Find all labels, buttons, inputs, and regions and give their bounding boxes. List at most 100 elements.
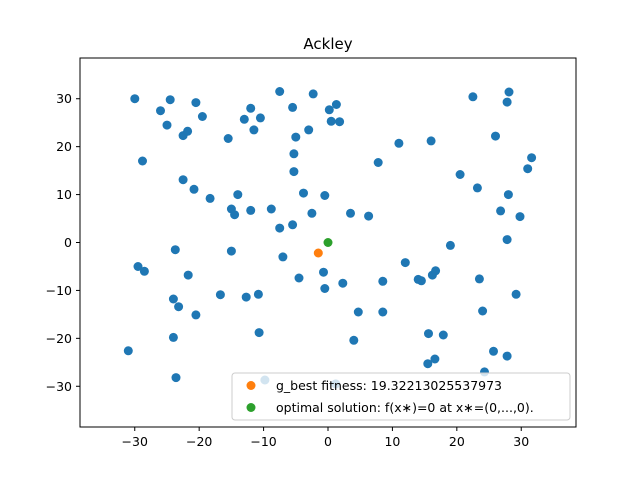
data-point	[496, 206, 506, 216]
data-point	[170, 245, 180, 255]
data-point	[320, 284, 330, 293]
data-point	[373, 158, 383, 167]
data-point	[255, 113, 265, 123]
data-point	[139, 266, 149, 276]
y-tick-label: −30	[46, 379, 72, 394]
data-point	[289, 149, 299, 159]
data-point	[502, 97, 512, 107]
data-point	[424, 329, 433, 339]
data-point	[378, 307, 388, 317]
x-tick-label: −10	[250, 434, 276, 449]
data-point	[156, 106, 165, 116]
data-point	[346, 208, 355, 218]
data-point	[426, 136, 436, 146]
data-point	[307, 208, 317, 218]
data-point	[230, 210, 240, 220]
data-point	[335, 117, 345, 127]
data-point	[189, 184, 199, 194]
data-point	[288, 102, 298, 112]
legend-marker-gbest	[246, 381, 256, 390]
data-point	[378, 276, 388, 286]
data-point	[162, 120, 172, 130]
data-point	[431, 266, 441, 276]
data-point	[515, 212, 525, 222]
data-point	[503, 190, 513, 200]
y-tick-label: 20	[56, 139, 72, 154]
data-point	[253, 289, 263, 299]
data-point	[138, 156, 147, 166]
data-point	[291, 132, 301, 142]
data-point	[168, 294, 178, 304]
data-point	[191, 98, 201, 108]
data-point	[502, 235, 512, 245]
data-point	[326, 116, 336, 126]
data-point	[400, 258, 410, 268]
x-tick-label: 20	[449, 434, 465, 449]
legend-label-gbest: g_best fitness: 19.32213025537973	[276, 378, 502, 393]
data-point	[294, 273, 304, 283]
data-point	[472, 183, 482, 193]
data-point	[455, 170, 465, 179]
data-point	[423, 359, 433, 369]
data-point	[299, 188, 308, 198]
x-axis: −30 −20 −10 0 10 20 30	[122, 427, 529, 449]
data-point	[349, 335, 359, 345]
data-point	[474, 274, 484, 284]
data-point	[511, 289, 521, 299]
data-point	[226, 246, 236, 256]
data-point	[130, 94, 140, 104]
data-point	[523, 164, 533, 174]
data-point	[246, 103, 256, 113]
legend: g_best fitness: 19.32213025537973 optima…	[231, 372, 571, 421]
data-point	[320, 191, 330, 200]
y-tick-label: 0	[64, 235, 72, 250]
g-best-point	[313, 248, 323, 258]
data-point	[249, 125, 259, 135]
data-point	[165, 95, 175, 105]
data-point	[445, 240, 455, 250]
legend-marker-optimal	[246, 403, 256, 412]
data-point	[478, 306, 488, 316]
data-point	[254, 328, 264, 338]
data-point	[489, 346, 498, 356]
data-point	[289, 167, 299, 177]
data-point	[191, 310, 201, 320]
data-point	[527, 153, 537, 163]
data-point	[504, 87, 514, 97]
data-point	[174, 302, 184, 312]
y-tick-label: 10	[56, 187, 72, 202]
data-point	[304, 125, 314, 135]
data-point	[275, 223, 285, 233]
data-point	[430, 354, 440, 364]
optimal-solution-point	[323, 238, 333, 247]
legend-box	[231, 372, 571, 421]
data-point	[416, 276, 426, 286]
data-point	[133, 262, 143, 271]
y-tick-label: −20	[46, 331, 72, 346]
data-point	[275, 87, 285, 96]
data-point	[468, 92, 478, 102]
data-point	[502, 351, 512, 361]
data-point	[233, 190, 243, 200]
x-tick-label: −20	[186, 434, 212, 449]
x-tick-label: −30	[122, 434, 148, 449]
data-point	[288, 220, 298, 230]
data-point	[331, 100, 341, 109]
data-point	[171, 373, 181, 383]
axes-frame	[79, 57, 577, 428]
legend-label-optimal: optimal solution: f(x∗)=0 at x∗=(0,...,0…	[276, 400, 534, 415]
chart-title: Ackley	[303, 35, 352, 53]
data-point	[215, 290, 225, 300]
data-point	[223, 134, 233, 143]
data-point	[168, 332, 178, 342]
data-point	[338, 278, 348, 288]
y-tick-label: 30	[56, 91, 72, 106]
data-point	[364, 211, 374, 221]
y-axis: −30 −20 −10 0 10 20 30	[46, 91, 80, 394]
data-point	[278, 252, 288, 262]
data-point	[197, 112, 207, 121]
y-tick-label: −10	[46, 283, 72, 298]
x-tick-label: 0	[324, 434, 332, 449]
data-point	[205, 193, 215, 203]
